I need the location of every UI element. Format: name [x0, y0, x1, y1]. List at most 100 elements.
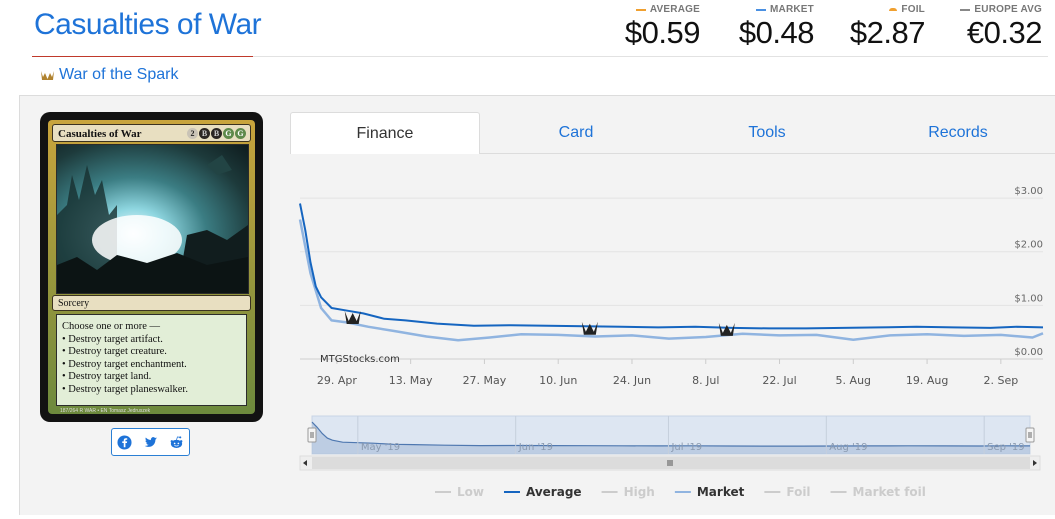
x-tick-label: 29. Apr — [317, 374, 357, 387]
marker-glyph — [344, 311, 361, 325]
rules-line: • Destroy target artifact. — [62, 333, 163, 345]
x-tick-label: 24. Jun — [613, 374, 651, 387]
navigator-line — [311, 421, 1031, 447]
legend-label: Average — [526, 485, 582, 499]
navigator-label: Sep '19 — [987, 442, 1024, 453]
header-divider — [253, 56, 1048, 57]
price-label: EUROPE AVG — [974, 4, 1042, 15]
price-europe-avg: EUROPE AVG €0.32 — [960, 4, 1042, 51]
mh-event-marker[interactable] — [718, 322, 735, 336]
mana-symbol: B — [211, 128, 222, 139]
rules-line: • Destroy target enchantment. — [62, 358, 187, 370]
mana-symbol: G — [235, 128, 246, 139]
mana-cost: 2 B B G G — [187, 128, 246, 139]
legend-label: Low — [457, 485, 484, 499]
card-rules-text: Choose one or more — • Destroy target ar… — [56, 314, 247, 406]
set-release-marker[interactable] — [581, 321, 598, 335]
rules-line: • Destroy target planeswalker. — [62, 383, 188, 395]
event-markers — [344, 311, 735, 336]
chart-series — [298, 203, 1044, 342]
x-axis-labels: 29. Apr 13. May 27. May 10. Jun 24. Jun 8. Ju… — [317, 359, 1018, 387]
price-label: AVERAGE — [649, 4, 700, 15]
chart-scrollbar-thumb[interactable] — [312, 457, 1030, 469]
x-tick-label: 10. Jun — [539, 374, 577, 387]
navigator-label: Jun '19 — [518, 442, 553, 453]
war-of-the-spark-set-icon — [41, 71, 54, 80]
x-tick-label: 5. Aug — [836, 374, 871, 387]
rules-line: • Destroy target creature. — [62, 346, 167, 358]
marker-glyph — [581, 321, 598, 335]
price-history-chart: $0.00 $1.00 $2.00 $3.00 29. Apr 13. May 27. M… — [290, 154, 1055, 514]
twitter-icon[interactable] — [143, 435, 158, 450]
scroll-left-arrow-icon[interactable] — [303, 460, 307, 466]
foil-marker — [889, 8, 898, 11]
chart-legend: Low Average High Market Foil Market foil — [435, 485, 926, 499]
mana-symbol: 2 — [187, 128, 198, 139]
y-tick-label: $0.00 — [1014, 347, 1043, 358]
handle-grip — [1025, 427, 1035, 443]
tab-card[interactable]: Card — [558, 124, 594, 141]
legend-label: High — [624, 485, 655, 499]
scroll-right-arrow-icon[interactable] — [1033, 460, 1037, 466]
legend-label: Foil — [786, 485, 810, 499]
tab-records[interactable]: Records — [928, 124, 988, 141]
set-link[interactable]: War of the Spark — [40, 66, 178, 84]
chart-gridlines — [300, 197, 1043, 360]
price-foil: FOIL $2.87 — [849, 4, 926, 51]
y-tick-label: $1.00 — [1014, 293, 1043, 304]
card-footer: 187/264 R WAR • EN Tomasz Jedruszek — [60, 408, 151, 414]
legend-item-low[interactable]: Low — [435, 485, 484, 499]
legend-item-average[interactable]: Average — [503, 485, 582, 499]
x-tick-label: 2. Sep — [983, 374, 1018, 387]
navigator-label: Jul '19 — [670, 442, 702, 453]
reddit-icon[interactable] — [169, 435, 184, 450]
x-tick-label: 27. May — [463, 374, 507, 387]
navigator-left-handle[interactable] — [307, 427, 317, 443]
x-tick-label: 13. May — [389, 374, 433, 387]
mana-symbol: B — [199, 128, 210, 139]
price-average: AVERAGE $0.59 — [624, 4, 701, 51]
price-value: $0.59 — [624, 15, 701, 50]
navigator-right-handle[interactable] — [1025, 427, 1035, 443]
social-share-group — [111, 428, 190, 456]
y-tick-label: $3.00 — [1014, 186, 1043, 197]
facebook-icon[interactable] — [117, 434, 132, 450]
rules-line: • Destroy target land. — [62, 371, 152, 383]
x-tick-label: 8. Jul — [692, 374, 719, 387]
card-type-line: Sorcery — [52, 295, 251, 311]
price-label: FOIL — [901, 4, 925, 15]
tab-bar: Finance Card Tools Records — [290, 112, 1055, 154]
spark-event-marker[interactable] — [344, 311, 361, 325]
tab-tools[interactable]: Tools — [748, 124, 786, 141]
tab-finance[interactable]: Finance — [290, 112, 480, 154]
title-underline — [32, 56, 253, 57]
card-name: Casualties of War — [58, 128, 142, 140]
price-value: $0.48 — [738, 15, 815, 50]
chart-watermark: MTGStocks.com — [320, 354, 400, 365]
handle-grip — [307, 427, 317, 443]
marker-glyph — [718, 322, 735, 336]
x-tick-label: 22. Jul — [762, 374, 796, 387]
price-market: MARKET $0.48 — [738, 4, 815, 51]
series-line-average — [299, 203, 1044, 330]
card-image[interactable]: Casualties of War 2 B B G G Sorcery Choo… — [40, 112, 263, 422]
europe-marker — [960, 8, 971, 11]
card-name-bar: Casualties of War 2 B B G G — [52, 124, 251, 142]
rules-line: Choose one or more — — [62, 321, 160, 332]
price-value: $2.87 — [849, 15, 926, 50]
set-name: War of the Spark — [59, 66, 179, 83]
legend-item-market[interactable]: Market — [674, 485, 745, 499]
artwork-illustration — [57, 155, 248, 293]
card-frame: Casualties of War 2 B B G G Sorcery Choo… — [48, 120, 255, 414]
legend-item-high[interactable]: High — [601, 485, 655, 499]
y-axis-labels: $0.00 $1.00 $2.00 $3.00 — [1014, 186, 1043, 358]
mana-symbol: G — [223, 128, 234, 139]
legend-label: Market foil — [853, 485, 926, 499]
legend-label: Market — [697, 485, 745, 499]
legend-item-foil[interactable]: Foil — [764, 485, 811, 499]
legend-item-market-foil[interactable]: Market foil — [830, 485, 926, 499]
chart-svg: $0.00 $1.00 $2.00 $3.00 29. Apr 13. May 27. M… — [298, 186, 1044, 499]
average-marker — [635, 8, 646, 11]
series-line-market — [298, 219, 1044, 342]
market-marker — [756, 8, 767, 11]
